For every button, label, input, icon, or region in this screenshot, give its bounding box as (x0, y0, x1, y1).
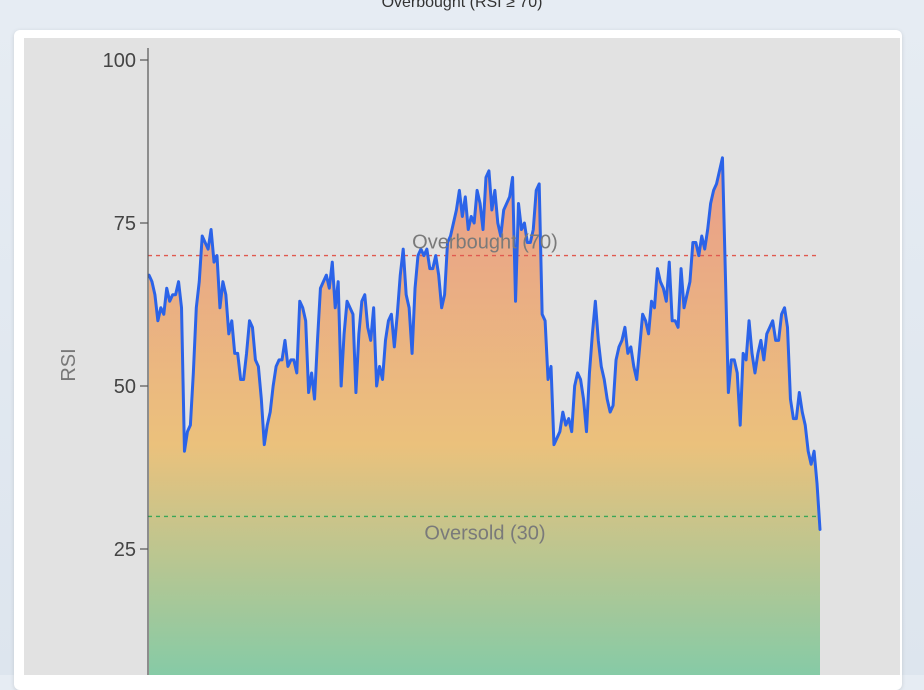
y-tick-label-25: 25 (114, 539, 136, 561)
rsi-area-fill (149, 157, 820, 675)
page: Overbought (RSI ≥ 70) Overbought (70) Ove… (24, 0, 900, 675)
rsi-series-line (147, 156, 822, 531)
y-tick-label-50: 50 (114, 376, 136, 398)
top-partial-label: Overbought (RSI ≥ 70) (381, 0, 543, 11)
overbought-label: Overbought (70) (412, 232, 558, 254)
y-tick-label-75: 75 (114, 213, 136, 235)
oversold-label: Oversold (30) (424, 522, 545, 544)
y-axis-title: RSI (58, 348, 80, 381)
rsi-chart: Overbought (70) Oversold (30) 25 50 75 100 RSI (24, 38, 900, 675)
y-tick-label-100: 100 (103, 50, 136, 72)
